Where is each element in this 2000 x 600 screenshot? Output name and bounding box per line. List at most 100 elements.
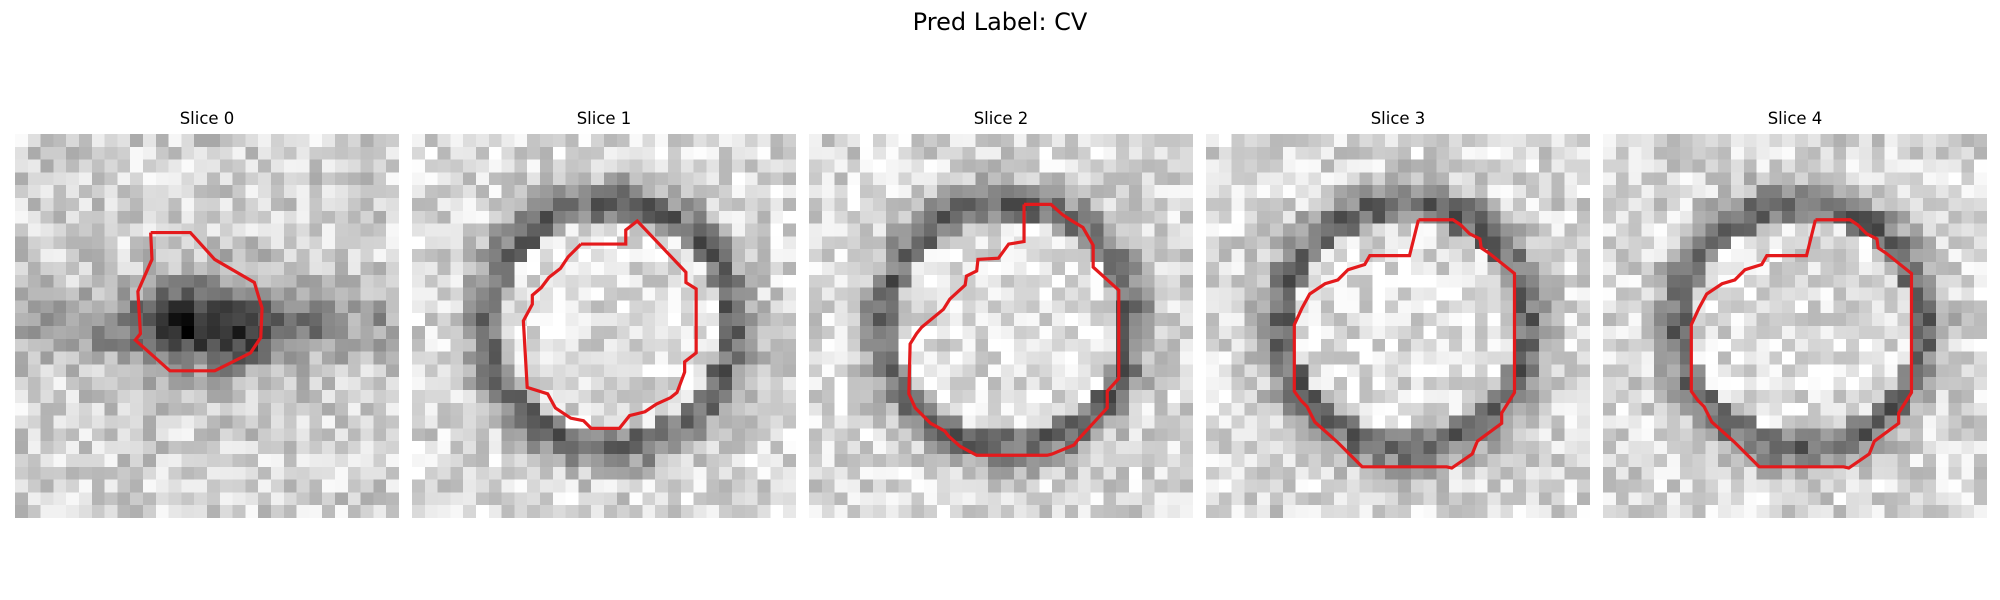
pixel [591, 441, 604, 454]
pixel [1897, 364, 1910, 377]
pixel [1167, 249, 1180, 262]
pixel [181, 480, 194, 493]
slice-pixels-0 [15, 134, 399, 518]
pixel [79, 352, 92, 365]
pixel [950, 211, 963, 224]
pixel [1039, 147, 1052, 160]
pixel [348, 249, 361, 262]
pixel [1052, 339, 1065, 352]
pixel [950, 134, 963, 147]
pixel [233, 147, 246, 160]
pixel [1257, 172, 1270, 185]
pixel [1577, 390, 1590, 403]
pixel [1347, 492, 1360, 505]
pixel [28, 326, 41, 339]
pixel [1142, 147, 1155, 160]
pixel [476, 352, 489, 365]
pixel [822, 185, 835, 198]
pixel [924, 326, 937, 339]
pixel [373, 441, 386, 454]
pixel [899, 480, 912, 493]
pixel [105, 185, 118, 198]
pixel [143, 185, 156, 198]
pixel [463, 390, 476, 403]
pixel [847, 364, 860, 377]
pixel [1885, 262, 1898, 275]
pixel [1757, 313, 1770, 326]
pixel [220, 492, 233, 505]
pixel [1244, 492, 1257, 505]
pixel [886, 428, 899, 441]
pixel [1270, 364, 1283, 377]
pixel [937, 249, 950, 262]
pixel [1270, 441, 1283, 454]
pixel [1014, 147, 1027, 160]
pixel [1475, 147, 1488, 160]
pixel [233, 441, 246, 454]
pixel [1360, 480, 1373, 493]
pixel [1949, 492, 1962, 505]
pixel [1449, 160, 1462, 173]
pixel [745, 288, 758, 301]
pixel [1308, 211, 1321, 224]
pixel [1808, 160, 1821, 173]
pixel [1500, 288, 1513, 301]
pixel [1782, 441, 1795, 454]
pixel [963, 198, 976, 211]
pixel [1488, 224, 1501, 237]
pixel [1142, 300, 1155, 313]
pixel [1155, 403, 1168, 416]
pixel [297, 352, 310, 365]
pixel [1232, 428, 1245, 441]
pixel [412, 467, 425, 480]
pixel [758, 352, 771, 365]
pixel [745, 326, 758, 339]
pixel [1424, 198, 1437, 211]
pixel [1039, 428, 1052, 441]
pixel [668, 300, 681, 313]
pixel [1821, 480, 1834, 493]
pixel [1321, 492, 1334, 505]
pixel [860, 300, 873, 313]
pixel [604, 505, 617, 518]
pixel [348, 467, 361, 480]
pixel [335, 364, 348, 377]
pixel [1257, 249, 1270, 262]
pixel [758, 505, 771, 518]
pixel [1027, 185, 1040, 198]
pixel [1244, 390, 1257, 403]
pixel [975, 352, 988, 365]
pixel [1219, 249, 1232, 262]
pixel [1462, 403, 1475, 416]
pixel [1039, 160, 1052, 173]
pixel [1718, 236, 1731, 249]
pixel [681, 403, 694, 416]
pixel [1718, 403, 1731, 416]
pixel [1065, 467, 1078, 480]
pixel [1360, 390, 1373, 403]
pixel [271, 441, 284, 454]
pixel [502, 480, 515, 493]
pixel [1641, 224, 1654, 237]
pixel [1424, 441, 1437, 454]
pixel [1897, 288, 1910, 301]
pixel [617, 467, 630, 480]
pixel [1436, 224, 1449, 237]
pixel [1552, 326, 1565, 339]
pixel [1206, 480, 1219, 493]
pixel [1180, 352, 1193, 365]
pixel [809, 172, 822, 185]
pixel [41, 288, 54, 301]
pixel [1167, 480, 1180, 493]
pixel [1680, 416, 1693, 429]
pixel [194, 211, 207, 224]
pixel [924, 198, 937, 211]
pixel [1155, 339, 1168, 352]
pixel [412, 275, 425, 288]
pixel [220, 198, 233, 211]
pixel [1821, 236, 1834, 249]
pixel [1219, 147, 1232, 160]
pixel [822, 492, 835, 505]
pixel [1449, 249, 1462, 262]
pixel [963, 352, 976, 365]
